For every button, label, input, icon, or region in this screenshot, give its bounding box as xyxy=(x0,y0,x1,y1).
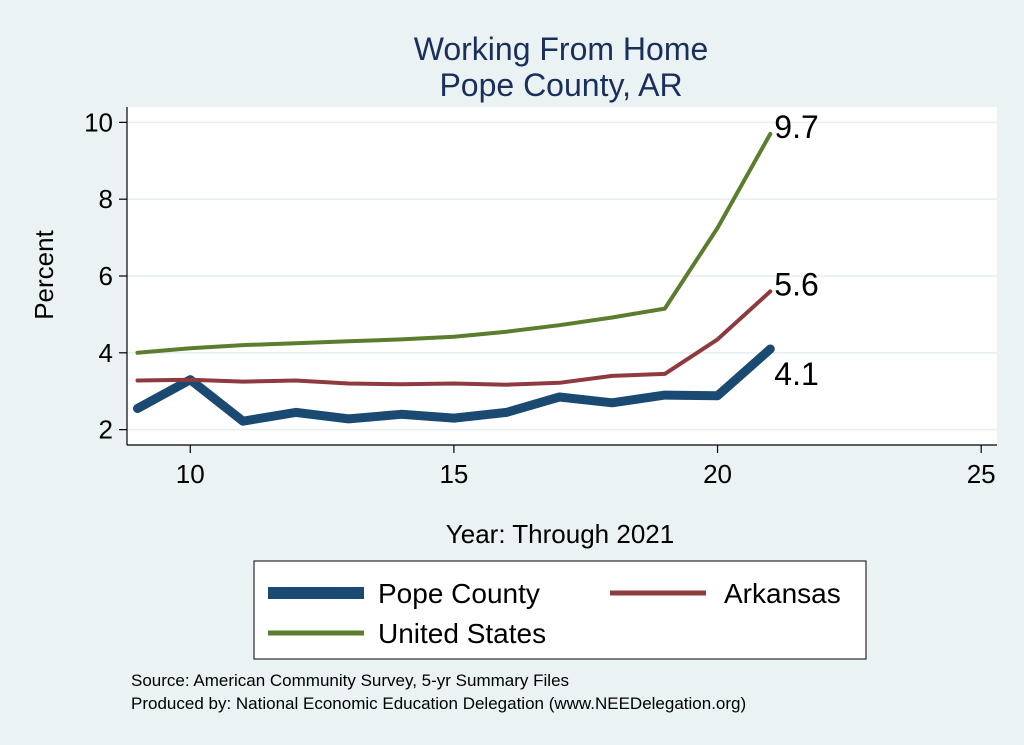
series-lines xyxy=(133,131,775,426)
legend-label-arkansas: Arkansas xyxy=(724,578,841,609)
chart-subtitle: Pope County, AR xyxy=(439,67,682,103)
y-tick-label-6: 6 xyxy=(99,261,113,291)
end-labels: 4.1 5.6 9.7 xyxy=(774,109,818,392)
axes: 2 4 6 8 10 10 15 20 25 xyxy=(84,107,997,489)
end-label-arkansas: 5.6 xyxy=(774,266,818,302)
series-line-united-states xyxy=(135,131,773,355)
x-tick-label-15: 15 xyxy=(439,459,468,489)
y-tick-label-4: 4 xyxy=(99,338,113,368)
x-tick-label-20: 20 xyxy=(703,459,732,489)
x-tick-label-25: 25 xyxy=(967,459,996,489)
source-note: Source: American Community Survey, 5-yr … xyxy=(131,671,569,690)
legend-label-united-states: United States xyxy=(378,618,546,649)
y-tick-label-2: 2 xyxy=(99,415,113,445)
series-line-arkansas xyxy=(135,289,773,387)
y-axis-label: Percent xyxy=(29,229,59,319)
producer-note: Produced by: National Economic Education… xyxy=(131,694,746,713)
grid-lines xyxy=(127,121,997,431)
chart-title: Working From Home xyxy=(414,31,709,67)
end-label-united-states: 9.7 xyxy=(774,109,818,145)
series-line-pope-county xyxy=(133,344,775,426)
x-tick-label-10: 10 xyxy=(176,459,205,489)
y-tick-label-10: 10 xyxy=(84,107,113,137)
legend-box xyxy=(253,560,867,660)
legend-label-pope-county: Pope County xyxy=(378,578,540,609)
legend: Pope County Arkansas United States xyxy=(268,578,841,649)
end-label-pope-county: 4.1 xyxy=(774,356,818,392)
x-axis-label: Year: Through 2021 xyxy=(446,519,674,549)
y-tick-label-8: 8 xyxy=(99,184,113,214)
